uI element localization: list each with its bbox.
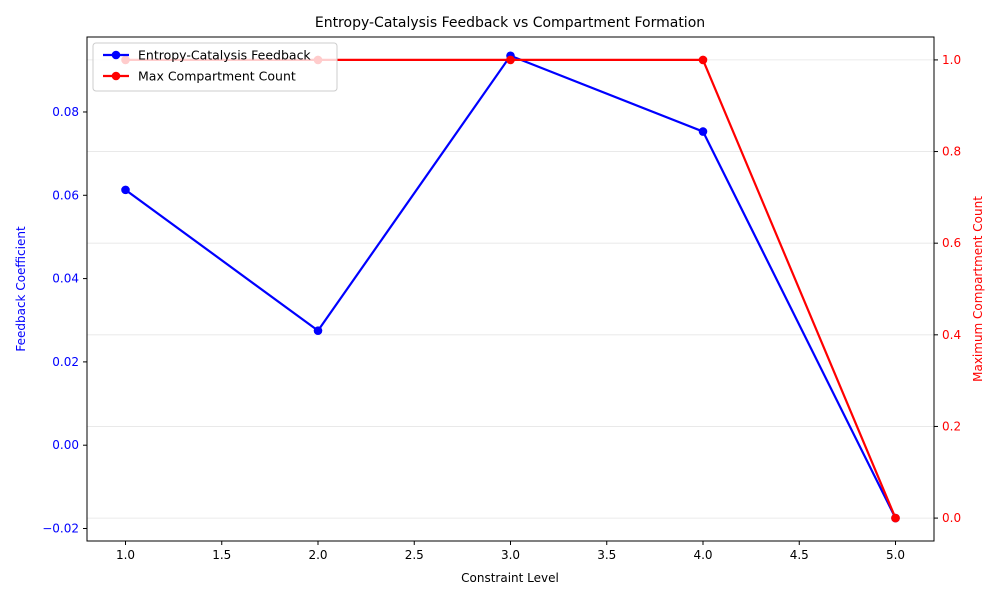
y-left-tick-label-5: 0.08 bbox=[52, 105, 79, 119]
y-right-tick-label-3: 0.6 bbox=[942, 236, 961, 250]
x-axis-title: Constraint Level bbox=[461, 571, 559, 585]
plot-frame bbox=[86, 36, 935, 542]
x-tick-label-4: 3.0 bbox=[501, 548, 520, 562]
legend: Entropy-Catalysis Feedback Max Compartmen… bbox=[92, 42, 338, 92]
series-line-0 bbox=[124, 54, 897, 519]
y-right-tick-label-4: 0.8 bbox=[942, 145, 961, 159]
x-tick-label-6: 4.0 bbox=[693, 548, 712, 562]
y-right-tick-label-5: 1.0 bbox=[942, 53, 961, 67]
series-layer bbox=[121, 51, 900, 523]
x-tick-label-5: 3.5 bbox=[597, 548, 616, 562]
series-line-1 bbox=[125, 58, 897, 519]
data-point-0-3 bbox=[698, 127, 708, 136]
x-tick-label-8: 5.0 bbox=[886, 548, 905, 562]
axes-layer: 1.0 1.5 2.0 2.5 3.0 3.5 4.0 4.5 5.0 −0.02 0.00 0.02… bbox=[42, 36, 961, 562]
data-point-1-2 bbox=[506, 55, 515, 65]
y-right-tick-label-1: 0.2 bbox=[942, 419, 961, 433]
x-tick-label-3: 2.5 bbox=[405, 548, 424, 562]
y-left-tick-label-3: 0.04 bbox=[52, 272, 79, 286]
y-left-tick-label-1: 0.00 bbox=[52, 438, 79, 452]
x-tick-label-7: 4.5 bbox=[790, 548, 809, 562]
chart-title: Entropy-Catalysis Feedback vs Compartmen… bbox=[315, 15, 705, 31]
data-point-0-0 bbox=[121, 185, 130, 195]
grid-layer bbox=[87, 59, 934, 519]
y-left-tick-label-2: 0.02 bbox=[52, 355, 79, 369]
y-left-tick-label-0: −0.02 bbox=[42, 522, 79, 536]
y-right-tick-label-2: 0.4 bbox=[942, 328, 961, 342]
y-axis-left-title: Feedback Coefficient bbox=[14, 226, 28, 352]
data-point-0-1 bbox=[313, 326, 323, 335]
legend-label-1: Max Compartment Count bbox=[138, 69, 296, 84]
legend-box bbox=[92, 42, 338, 92]
x-tick-label-2: 2.0 bbox=[308, 548, 327, 562]
x-tick-label-1: 1.5 bbox=[212, 548, 231, 562]
data-point-1-4 bbox=[891, 513, 900, 523]
legend-marker-0 bbox=[111, 50, 121, 60]
y-left-tick-label-4: 0.06 bbox=[52, 188, 79, 202]
legend-label-0: Entropy-Catalysis Feedback bbox=[138, 48, 311, 63]
x-tick-label-0: 1.0 bbox=[116, 548, 135, 562]
legend-marker-1 bbox=[111, 71, 121, 81]
data-point-1-3 bbox=[698, 55, 708, 65]
y-axis-right-title: Maximum Compartment Count bbox=[971, 196, 985, 382]
y-right-tick-label-0: 0.0 bbox=[942, 511, 961, 525]
